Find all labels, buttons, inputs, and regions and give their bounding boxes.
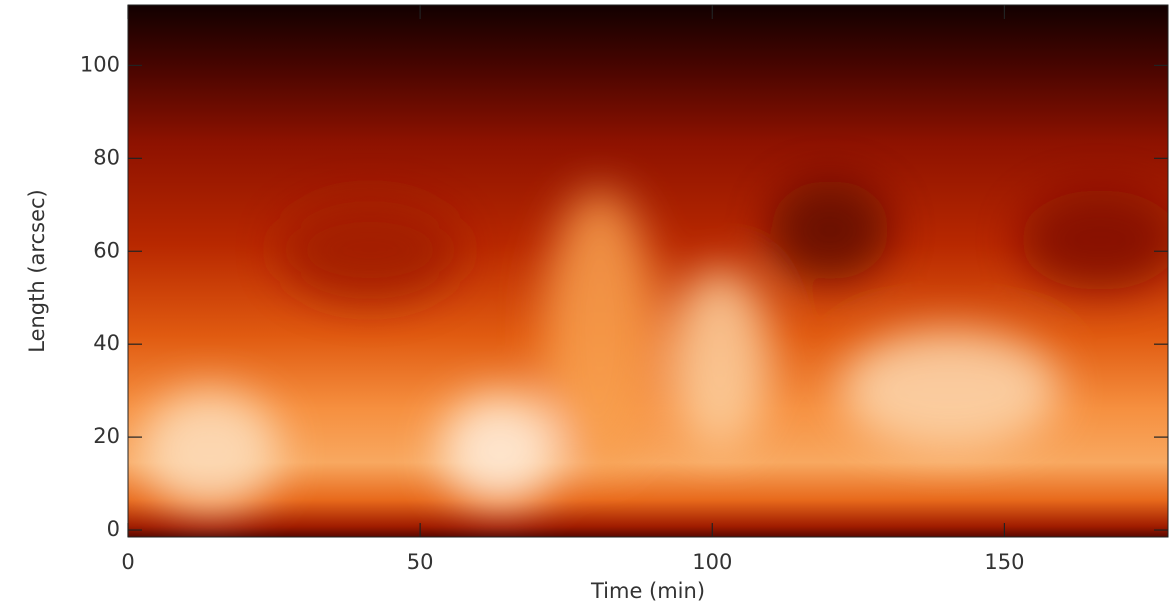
y-tick-label: 80 bbox=[93, 145, 120, 169]
y-tick-label: 100 bbox=[80, 52, 120, 76]
x-tick-label: 150 bbox=[984, 550, 1024, 574]
x-axis-label: Time (min) bbox=[590, 579, 705, 603]
y-axis-label: Length (arcsec) bbox=[25, 189, 49, 353]
plot-frame bbox=[127, 4, 1169, 538]
x-tick-label: 50 bbox=[407, 550, 434, 574]
y-tick-label: 40 bbox=[93, 331, 120, 355]
y-tick-label: 20 bbox=[93, 424, 120, 448]
x-tick-label: 100 bbox=[692, 550, 732, 574]
x-tick-label: 0 bbox=[121, 550, 134, 574]
heatmap-image bbox=[128, 5, 1168, 537]
y-tick-label: 0 bbox=[107, 517, 120, 541]
y-tick-label: 60 bbox=[93, 238, 120, 262]
